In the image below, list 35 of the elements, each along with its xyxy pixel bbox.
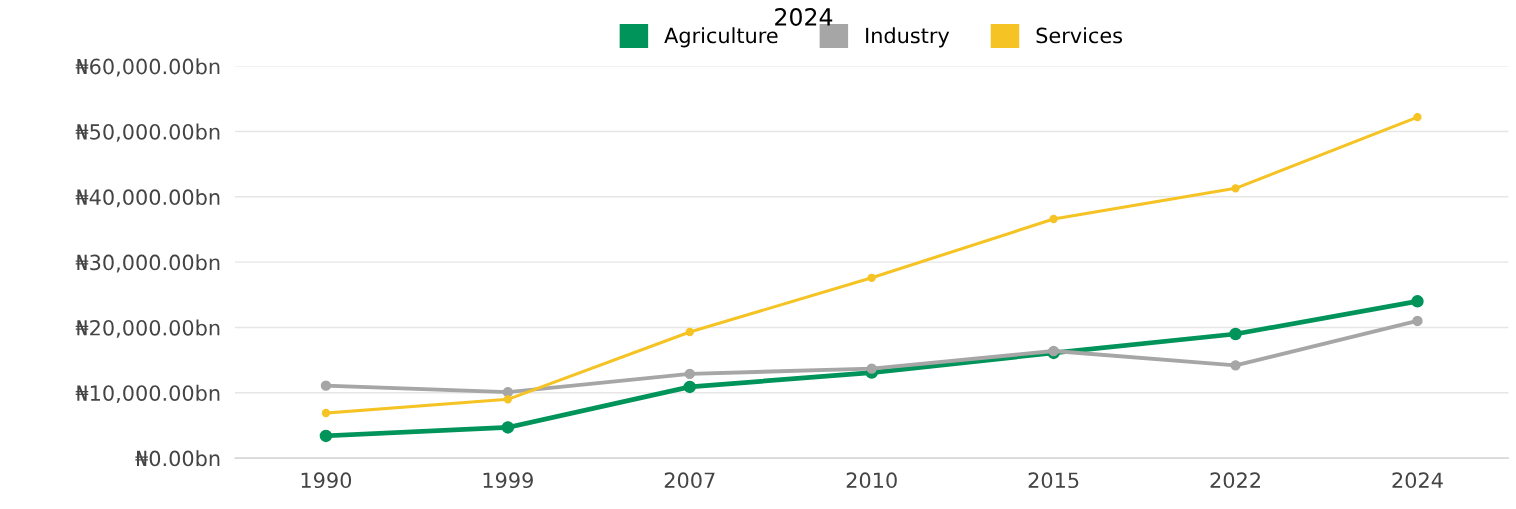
x-tick-label: 2024 [1392,472,1443,489]
point [320,380,332,391]
point [1230,360,1241,371]
point [1229,327,1242,341]
x-tick-label: 1999 [483,472,533,489]
point [684,368,695,380]
point [1231,184,1240,193]
point [866,363,877,374]
point [1049,214,1058,224]
y-tick-label: ₦0.00bn [135,450,220,467]
point [501,421,515,434]
point [1413,112,1422,122]
point [683,380,697,394]
legend-label: Industry [866,27,950,48]
y-tick-label: ₦10,000.00bn [75,384,220,404]
point [503,395,513,404]
y-tick-label: ₦30,000.00bn [75,254,220,273]
point [319,429,333,443]
y-tick-label: ₦50,000.00bn [75,123,220,142]
x-tick-label: 2010 [846,472,897,489]
chart-title: 2024 [775,8,833,26]
y-tick-label: ₦40,000.00bn [75,188,220,208]
point [321,408,331,418]
x-tick-label: 2022 [1210,472,1260,489]
point [1411,295,1424,308]
point [685,327,694,337]
y-tick-label: ₦60,000.00bn [75,58,220,77]
legend-label: Agriculture [664,27,778,48]
point [1412,315,1423,327]
x-tick-label: 1990 [301,472,352,489]
x-tick-label: 2007 [664,472,715,489]
x-tick-label: 2015 [1028,472,1079,489]
legend-label: Services [1036,27,1123,44]
point [867,273,876,282]
y-tick-label: ₦20,000.00bn [75,319,220,338]
